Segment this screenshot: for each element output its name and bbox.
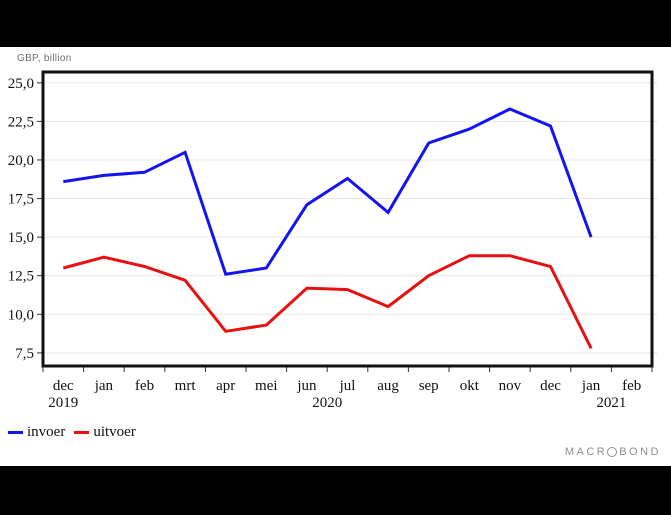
x-axis-year-label: 2019 (48, 395, 78, 411)
x-axis-label: dec (540, 378, 561, 394)
x-axis-year-label: 2021 (596, 395, 626, 411)
bottom-black-bar (0, 466, 671, 515)
y-axis-label: 12,5 (8, 269, 34, 285)
chart-legend: invoer uitvoer (8, 424, 145, 441)
series-line-invoer (63, 107, 593, 276)
macrobond-circle-icon (607, 447, 618, 457)
plot-frame (41, 70, 654, 368)
y-axis-label: 7,5 (15, 346, 34, 362)
top-black-bar (0, 0, 671, 47)
x-axis-label: okt (460, 378, 480, 394)
invoer-line-swatch-icon (8, 431, 23, 434)
x-axis-label: jun (296, 378, 317, 394)
macrobond-logo-text-left: MACR (564, 446, 608, 458)
y-axis-label: 22,5 (8, 114, 34, 130)
trade-line-chart: 25,0 22,5 20,0 17,5 15,0 12,5 10,0 7,5 dec jan feb… (8, 70, 657, 411)
legend-label-invoer: invoer (27, 424, 66, 440)
x-axis-label: jan (94, 378, 114, 394)
y-axis-unit-label: GBP, billion (17, 53, 72, 64)
legend-item-invoer: invoer (8, 424, 65, 441)
x-axis-label: sep (419, 378, 439, 394)
y-axis-label: 20,0 (8, 153, 34, 169)
uitvoer-line-swatch-icon (74, 431, 90, 434)
macrobond-logo: MACR BOND (565, 446, 661, 458)
x-axis-label: mei (255, 378, 278, 394)
x-axis-label: nov (499, 378, 522, 394)
x-axis-label: mrt (175, 378, 197, 394)
macrobond-logo-text-right: BOND (619, 446, 661, 458)
x-axis-label: jul (339, 378, 356, 394)
x-axis-label: jan (581, 378, 601, 394)
x-axis-label: feb (622, 378, 641, 394)
y-axis-label: 25,0 (8, 76, 34, 92)
chart-canvas (0, 47, 671, 466)
y-axis-label: 17,5 (8, 192, 34, 208)
x-axis-label: aug (377, 378, 399, 394)
x-axis-label: apr (216, 378, 235, 394)
x-axis-label: dec (53, 378, 74, 394)
legend-label-uitvoer: uitvoer (93, 424, 136, 440)
x-axis-year-label: 2020 (312, 395, 342, 411)
x-axis-label: feb (135, 378, 154, 394)
series-line-uitvoer (62, 254, 593, 349)
y-axis-label: 15,0 (8, 230, 34, 246)
y-axis-label: 10,0 (8, 307, 34, 323)
legend-item-uitvoer: uitvoer (74, 424, 136, 441)
